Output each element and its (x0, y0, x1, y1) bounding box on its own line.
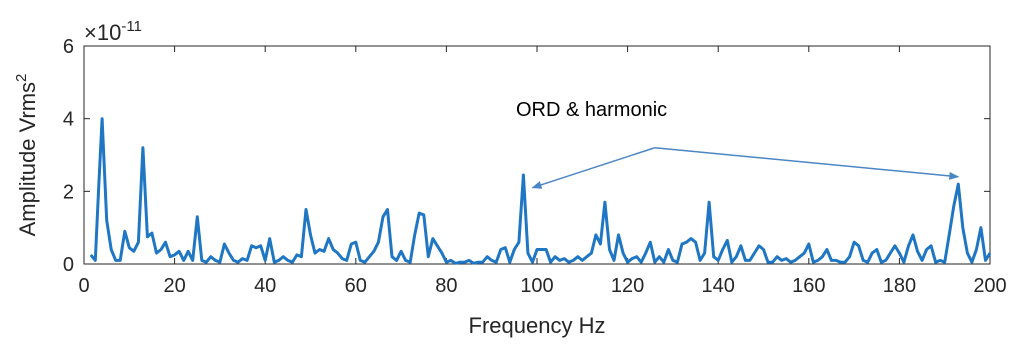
x-tick-label: 0 (78, 275, 89, 297)
y-axis-label-superscript: 2 (13, 74, 30, 82)
x-tick-label: 60 (345, 275, 367, 297)
y-axis-label: Amplitude Vrms2 (13, 74, 40, 237)
annotation-text: ORD & harmonic (516, 99, 667, 121)
x-tick-label: 80 (435, 275, 457, 297)
x-tick-label: 40 (254, 275, 276, 297)
x-tick-label: 160 (792, 275, 825, 297)
exponent-label: ×10-11 (84, 18, 142, 45)
y-tick-label: 2 (63, 181, 74, 203)
x-tick-label: 100 (520, 275, 553, 297)
x-axis-label: Frequency Hz (469, 313, 606, 338)
exponent-power: -11 (121, 18, 142, 35)
x-tick-label: 180 (883, 275, 916, 297)
series-line (89, 117, 992, 265)
y-tick-label: 0 (63, 254, 74, 276)
y-tick-label: 4 (63, 109, 74, 131)
x-tick-label: 120 (611, 275, 644, 297)
plot-area (83, 45, 991, 265)
annotation-arrow (531, 147, 656, 189)
annotation-arrows (531, 146, 960, 189)
annotation-arrow (654, 146, 960, 180)
tick-labels: 0 20 40 60 80 100 120 140 160 180 200 0 2 4 6 (63, 36, 1007, 297)
x-tick-label: 20 (163, 275, 185, 297)
y-tick-label: 6 (63, 36, 74, 58)
x-tick-label: 140 (702, 275, 735, 297)
x-tick-label: 200 (973, 275, 1006, 297)
